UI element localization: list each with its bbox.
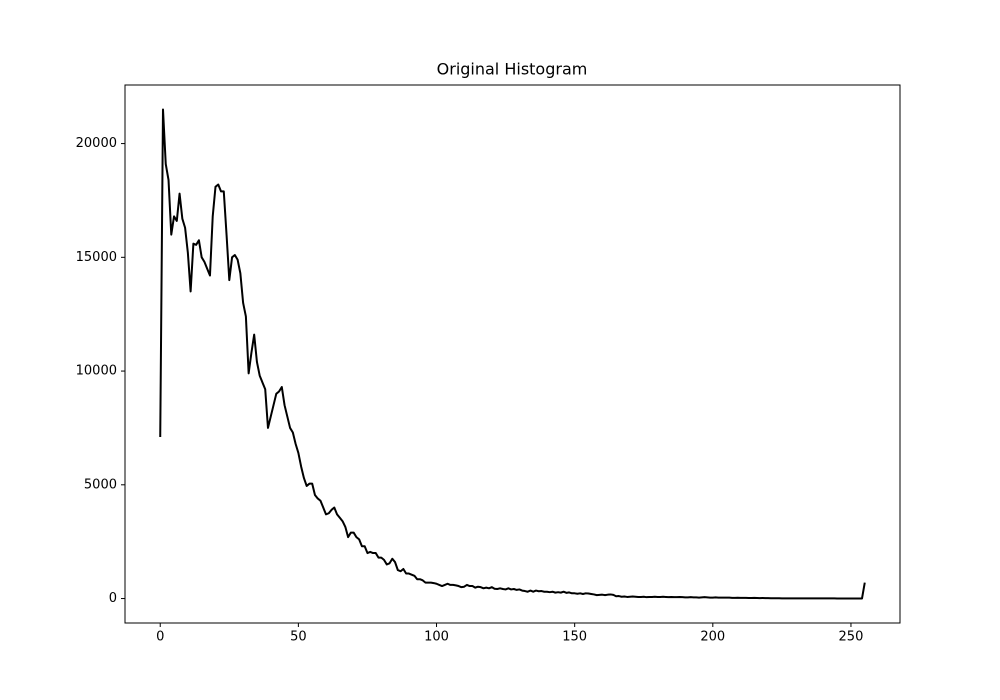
x-tick-label: 0 xyxy=(156,630,164,645)
x-tick-label: 150 xyxy=(562,630,587,645)
x-tick-label: 50 xyxy=(290,630,307,645)
plot-frame xyxy=(124,84,901,624)
x-tick-label: 250 xyxy=(839,630,864,645)
y-tick-label: 15000 xyxy=(76,250,117,265)
data-line xyxy=(159,108,866,600)
y-tick-label: 5000 xyxy=(84,477,117,492)
y-tick-label: 20000 xyxy=(76,136,117,151)
x-tick-label: 100 xyxy=(424,630,449,645)
y-tick-label: 0 xyxy=(109,591,117,606)
chart-title: Original Histogram xyxy=(437,60,588,79)
y-tick-label: 10000 xyxy=(76,364,117,379)
x-tick-label: 200 xyxy=(700,630,725,645)
